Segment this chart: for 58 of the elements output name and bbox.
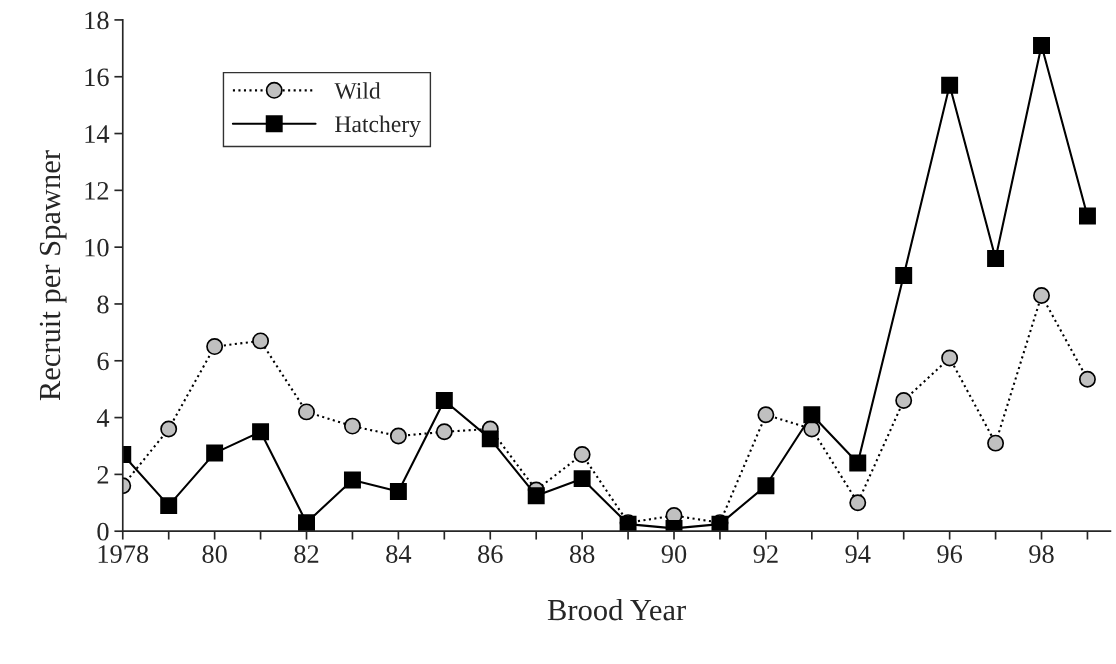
point [849, 454, 867, 472]
point [435, 392, 453, 410]
point [573, 446, 591, 463]
x-tick-label: 92 [753, 545, 778, 563]
point [1033, 37, 1050, 54]
point [941, 76, 959, 94]
x-tick-label: 90 [661, 545, 687, 563]
point [389, 482, 407, 500]
x-axis-title: Brood Year [547, 598, 686, 621]
point [252, 423, 270, 441]
point [343, 417, 361, 435]
point [481, 430, 499, 448]
x-tick-label: 84 [386, 545, 412, 563]
y-tick-label: 6 [97, 352, 109, 371]
point [987, 250, 1005, 267]
point [941, 349, 959, 367]
point [160, 497, 178, 515]
point [206, 444, 224, 462]
point [206, 338, 224, 356]
point [527, 487, 545, 505]
x-tick-label: 88 [569, 545, 595, 563]
y-tick-label: 0 [97, 522, 109, 541]
point [1078, 370, 1096, 388]
point [389, 427, 407, 445]
point [435, 423, 453, 441]
y-tick-label: 16 [85, 68, 109, 87]
y-tick-label: 14 [85, 125, 110, 143]
legend-label: Wild [334, 82, 381, 99]
point [1078, 207, 1096, 225]
x-tick-label: 80 [202, 545, 227, 563]
y-axis-title: Recruit per Spawner [39, 150, 67, 401]
point [252, 332, 270, 350]
point [757, 406, 775, 424]
point [1033, 286, 1050, 304]
point [298, 514, 315, 532]
point [343, 471, 361, 489]
y-tick-label: 18 [85, 11, 109, 30]
y-tick-label: 8 [97, 295, 109, 314]
point [803, 406, 821, 424]
x-tick-label: 96 [937, 545, 963, 563]
y-tick-label: 4 [96, 409, 110, 427]
point [895, 392, 913, 410]
x-tick-label: 98 [1029, 545, 1054, 563]
point [573, 470, 591, 488]
point [849, 494, 867, 512]
y-tick-label: 12 [85, 182, 109, 200]
x-tick-label: 1978 [98, 545, 149, 563]
point [298, 403, 315, 421]
x-tick-label: 82 [294, 545, 319, 563]
point [987, 434, 1005, 452]
x-tick-label: 86 [478, 545, 503, 563]
point [160, 420, 178, 438]
point [757, 477, 775, 495]
point [895, 267, 913, 285]
y-tick-label: 10 [85, 238, 109, 257]
legend-label: Hatchery [335, 115, 421, 138]
x-tick-label: 94 [845, 545, 871, 563]
y-tick-label: 2 [97, 466, 109, 484]
